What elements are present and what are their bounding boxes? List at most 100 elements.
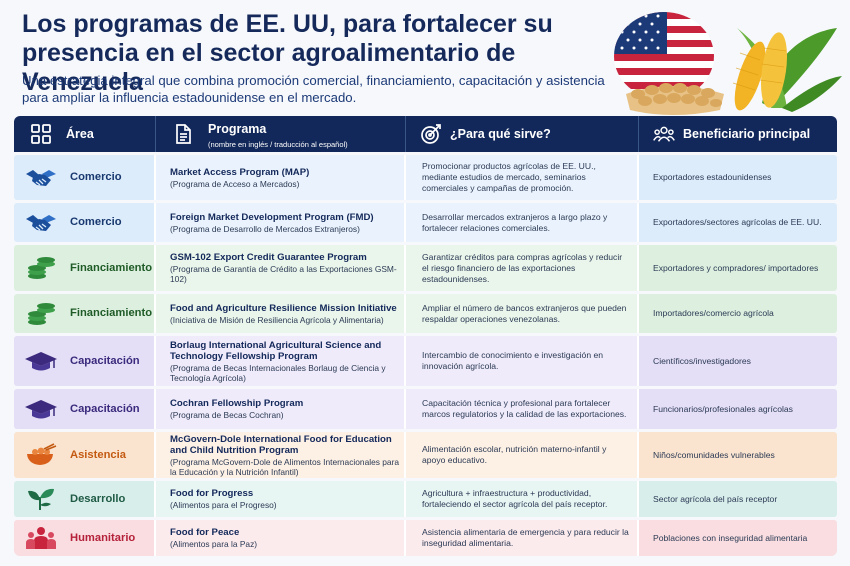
- page-subtitle: Una estrategia integral que combina prom…: [22, 73, 605, 105]
- area-label: Comercio: [70, 216, 122, 228]
- area-label: Capacitación: [70, 402, 140, 415]
- us-flag-harvest-illustration: [614, 12, 842, 115]
- beneficiary-text: Exportadores estadounidenses: [653, 172, 772, 182]
- area-cell: Financiamiento: [14, 245, 156, 291]
- purpose-text: Ampliar el número de bancos extranjeros …: [422, 302, 627, 324]
- purpose-text: Asistencia alimentaria de emergencia y p…: [422, 527, 629, 548]
- beneficiary-cell: Niños/comunidades vulnerables: [639, 432, 837, 478]
- purpose-cell: Asistencia alimentaria de emergencia y p…: [406, 520, 639, 556]
- column-label-proposito: ¿Para qué sirve?: [450, 127, 551, 141]
- program-name: Food for Progress: [170, 488, 254, 499]
- document-icon: [176, 124, 191, 144]
- beneficiary-text: Sector agrícola del país receptor: [653, 493, 778, 504]
- purpose-text: Garantizar créditos para compras agrícol…: [422, 251, 623, 284]
- program-name: GSM-102 Export Credit Guarantee Program: [170, 252, 367, 263]
- purpose-cell: Intercambio de conocimiento e investigac…: [406, 336, 639, 386]
- purpose-text: Promocionar productos agrícolas de EE. U…: [422, 161, 596, 193]
- sprout-icon: [28, 488, 54, 510]
- grid-icon: [31, 124, 51, 144]
- area-cell: Desarrollo: [14, 481, 156, 517]
- program-cell: GSM-102 Export Credit Guarantee Program …: [156, 245, 406, 291]
- program-translation: (Programa de Desarrollo de Mercados Extr…: [170, 223, 360, 234]
- column-header-beneficiario: Beneficiario principal: [639, 116, 837, 152]
- program-cell: Foreign Market Development Program (FMD)…: [156, 203, 406, 242]
- purpose-text: Desarrollar mercados extranjeros a largo…: [422, 211, 608, 233]
- purpose-cell: Capacitación técnica y profesional para …: [406, 389, 639, 429]
- area-cell: Capacitación: [14, 389, 156, 429]
- program-translation: (Programa de Becas Internacionales Borla…: [170, 362, 386, 383]
- table-row: Financiamiento Food and Agriculture Resi…: [14, 294, 837, 333]
- program-translation: (Programa de Becas Cochran): [170, 410, 284, 420]
- graduation-cap-icon: [25, 352, 57, 371]
- purpose-cell: Garantizar créditos para compras agrícol…: [406, 245, 639, 291]
- program-name: Cochran Fellowship Program: [170, 398, 304, 409]
- beneficiary-cell: Funcionarios/profesionales agrícolas: [639, 389, 837, 429]
- area-label: Asistencia: [70, 448, 126, 461]
- program-cell: Food for Peace (Alimentos para la Paz): [156, 520, 406, 556]
- graduation-cap-icon: [25, 400, 57, 419]
- people-icon: [26, 527, 56, 549]
- coins-icon: [28, 302, 55, 325]
- program-cell: Market Access Program (MAP) (Programa de…: [156, 155, 406, 200]
- program-translation: (Programa de Garantía de Crédito a las E…: [170, 264, 397, 284]
- beneficiary-cell: Científicos/investigadores: [639, 336, 837, 386]
- beneficiary-cell: Exportadores/sectores agrícolas de EE. U…: [639, 203, 837, 242]
- programs-table: Área Programa (nombre en inglés / traduc…: [14, 116, 837, 556]
- beneficiary-text: Científicos/investigadores: [653, 355, 751, 366]
- beneficiary-text: Exportadores/sectores agrícolas de EE. U…: [653, 217, 822, 227]
- program-cell: Borlaug International Agricultural Scien…: [156, 336, 406, 386]
- column-label-beneficiario: Beneficiario principal: [683, 127, 811, 141]
- program-name: Food for Peace: [170, 527, 240, 538]
- beneficiary-cell: Importadores/comercio agrícola: [639, 294, 837, 333]
- program-name: Foreign Market Development Program (FMD): [170, 211, 374, 223]
- purpose-text: Agricultura + infraestructura + producti…: [422, 488, 608, 509]
- area-cell: Capacitación: [14, 336, 156, 386]
- program-name: McGovern-Dole International Food for Edu…: [170, 433, 392, 456]
- program-translation: (Alimentos para la Paz): [170, 539, 258, 549]
- program-name: Borlaug International Agricultural Scien…: [170, 339, 382, 362]
- beneficiary-text: Poblaciones con inseguridad alimentaria: [653, 532, 808, 543]
- area-cell: Comercio: [14, 203, 156, 242]
- program-cell: Food for Progress (Alimentos para el Pro…: [156, 481, 406, 517]
- beneficiary-cell: Sector agrícola del país receptor: [639, 481, 837, 517]
- program-name: Market Access Program (MAP): [170, 166, 310, 178]
- handshake-icon: [26, 214, 56, 231]
- table-row: Asistencia McGovern-Dole International F…: [14, 432, 837, 478]
- area-label: Capacitación: [70, 354, 140, 367]
- program-translation: (Programa de Acceso a Mercados): [170, 178, 300, 189]
- column-label-programa: Programa: [208, 121, 267, 136]
- purpose-cell: Ampliar el número de bancos extranjeros …: [406, 294, 639, 333]
- table-row: Humanitario Food for Peace (Alimentos pa…: [14, 520, 837, 556]
- table-header: Área Programa (nombre en inglés / traduc…: [14, 116, 837, 152]
- program-translation: (Iniciativa de Misión de Resiliencia Agr…: [170, 314, 384, 325]
- column-label-area: Área: [66, 127, 94, 141]
- column-sublabel-programa: (nombre en inglés / traducción al españo…: [208, 139, 348, 149]
- purpose-text: Intercambio de conocimiento e investigac…: [422, 350, 604, 371]
- beneficiary-cell: Poblaciones con inseguridad alimentaria: [639, 520, 837, 556]
- purpose-text: Alimentación escolar, nutrición materno-…: [422, 444, 607, 465]
- program-name: Food and Agriculture Resilience Mission …: [170, 302, 397, 314]
- area-cell: Financiamiento: [14, 294, 156, 333]
- food-bowl-icon: [27, 443, 57, 465]
- program-cell: Cochran Fellowship Program (Programa de …: [156, 389, 406, 429]
- program-cell: McGovern-Dole International Food for Edu…: [156, 432, 406, 478]
- table-row: Desarrollo Food for Progress (Alimentos …: [14, 481, 837, 517]
- beneficiary-text: Niños/comunidades vulnerables: [653, 449, 775, 460]
- program-translation: (Programa McGovern-Dole de Alimentos Int…: [170, 456, 400, 477]
- beneficiary-cell: Exportadores estadounidenses: [639, 155, 837, 200]
- column-header-proposito: ¿Para qué sirve?: [406, 116, 639, 152]
- program-cell: Food and Agriculture Resilience Mission …: [156, 294, 406, 333]
- purpose-cell: Agricultura + infraestructura + producti…: [406, 481, 639, 517]
- handshake-icon: [26, 169, 56, 186]
- beneficiary-cell: Exportadores y compradores/ importadores: [639, 245, 837, 291]
- table-row: Financiamiento GSM-102 Export Credit Gua…: [14, 245, 837, 291]
- people-group-icon: [653, 126, 675, 142]
- purpose-text: Capacitación técnica y profesional para …: [422, 398, 627, 419]
- table-row: Capacitación Borlaug International Agric…: [14, 336, 837, 386]
- purpose-cell: Desarrollar mercados extranjeros a largo…: [406, 203, 639, 242]
- beneficiary-text: Importadores/comercio agrícola: [653, 308, 774, 318]
- table-row: Capacitación Cochran Fellowship Program …: [14, 389, 837, 429]
- area-cell: Comercio: [14, 155, 156, 200]
- area-cell: Humanitario: [14, 520, 156, 556]
- beneficiary-text: Exportadores y compradores/ importadores: [653, 262, 819, 273]
